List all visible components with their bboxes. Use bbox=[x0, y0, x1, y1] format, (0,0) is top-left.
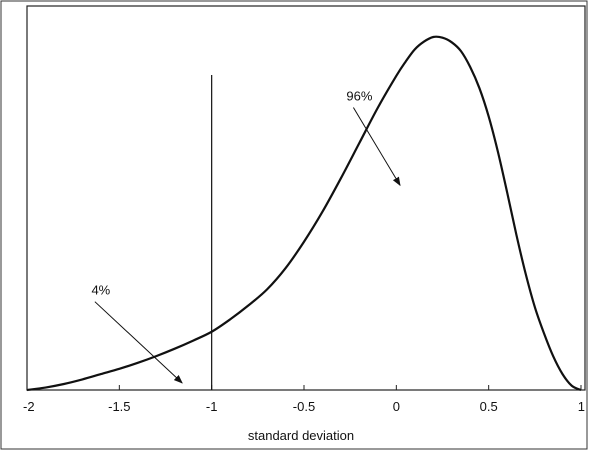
x-axis-ticks: -2 -1.5 -1 -0.5 0 0.5 1 bbox=[23, 385, 585, 414]
plot-area-frame bbox=[26, 5, 586, 391]
distribution-curve bbox=[26, 35, 582, 392]
x-tick-label: 1 bbox=[578, 399, 585, 414]
x-tick-label: -0.5 bbox=[293, 399, 315, 414]
annotation-label: 4% bbox=[91, 283, 110, 298]
x-tick-label: 0 bbox=[393, 399, 400, 414]
curve-group bbox=[26, 35, 582, 392]
annotation-label: 96% bbox=[346, 89, 372, 104]
annotations-group: 96% 4% bbox=[91, 89, 401, 384]
x-tick-label: -1.5 bbox=[108, 399, 130, 414]
annotation-arrow bbox=[352, 107, 401, 187]
x-tick-label: -1 bbox=[206, 399, 218, 414]
x-tick-label: 0.5 bbox=[480, 399, 498, 414]
x-tick-label: -2 bbox=[23, 399, 35, 414]
x-axis-title: standard deviation bbox=[248, 428, 354, 443]
annotation-arrow bbox=[94, 301, 183, 384]
